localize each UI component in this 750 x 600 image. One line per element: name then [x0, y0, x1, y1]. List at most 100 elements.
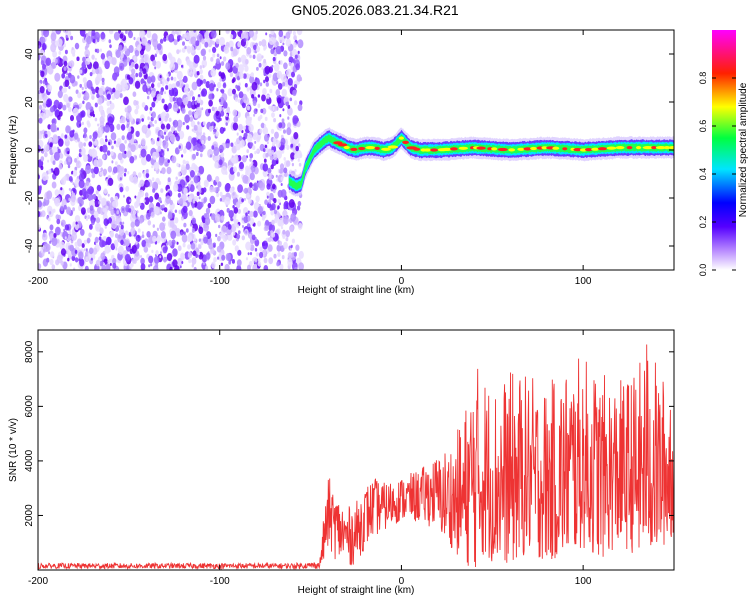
x-tick-label: -200: [28, 576, 48, 587]
heatmap-cell: [85, 256, 89, 262]
heatmap-cell: [264, 134, 270, 142]
heatmap-cell: [102, 208, 106, 213]
heatmap-cell: [221, 61, 225, 66]
heatmap-cell: [93, 166, 99, 175]
heatmap-cell: [111, 160, 114, 164]
heatmap-cell: [249, 158, 252, 162]
heatmap-cell: [177, 245, 182, 252]
heatmap-cell: [178, 209, 182, 215]
heatmap-cell: [252, 100, 257, 107]
heatmap-cell: [252, 145, 256, 151]
heatmap-cell: [56, 127, 60, 131]
heatmap-cell: [156, 43, 162, 51]
heatmap-cell: [43, 144, 50, 153]
heatmap-cell: [261, 67, 264, 71]
heatmap-cell: [231, 155, 234, 159]
heatmap-cell: [195, 253, 199, 258]
heatmap-cell: [147, 242, 151, 248]
heatmap-cell: [182, 97, 189, 106]
heatmap-cell: [281, 88, 287, 97]
heatmap-cell: [86, 207, 91, 214]
heatmap-cell: [243, 197, 246, 201]
heatmap-cell: [139, 30, 145, 39]
heatmap-cell: [172, 248, 178, 257]
heatmap-cell: [131, 121, 134, 125]
heatmap-cell: [169, 266, 173, 270]
heatmap-cell: [200, 240, 204, 246]
heatmap-cell: [253, 210, 258, 218]
heatmap-cell: [283, 215, 289, 225]
heatmap-cell: [137, 172, 142, 178]
heatmap-cell: [255, 108, 258, 112]
heatmap-cell: [141, 231, 144, 235]
heatmap-cell: [106, 150, 111, 156]
heatmap-cell: [93, 140, 98, 146]
heatmap-cell: [158, 197, 162, 202]
heatmap-cell: [212, 40, 215, 45]
heatmap-cell: [179, 265, 182, 269]
ridge-peak: [402, 140, 409, 144]
heatmap-cell: [265, 152, 269, 158]
heatmap-cell: [51, 237, 58, 247]
heatmap-cell: [103, 218, 109, 227]
heatmap-cell: [261, 55, 264, 59]
heatmap-cell: [262, 210, 266, 216]
heatmap-cell: [267, 167, 272, 174]
heatmap-cell: [40, 70, 45, 78]
heatmap-cell: [215, 233, 218, 238]
heatmap-cell: [79, 123, 82, 127]
heatmap-cell: [112, 72, 118, 81]
heatmap-cell: [208, 126, 213, 132]
heatmap-cell: [234, 141, 237, 146]
heatmap-cell: [175, 134, 180, 142]
heatmap-cell: [263, 79, 266, 84]
heatmap-cell: [262, 163, 269, 172]
heatmap-cell: [76, 156, 80, 160]
heatmap-cell: [146, 231, 151, 238]
heatmap-cell: [99, 48, 102, 52]
heatmap-cell: [187, 244, 191, 250]
heatmap-cell: [181, 217, 184, 221]
ridge-peak: [458, 146, 468, 150]
heatmap-cell: [111, 145, 114, 150]
heatmap-cell: [262, 169, 268, 178]
heatmap-cell: [91, 95, 95, 100]
heatmap-cell: [71, 232, 77, 241]
heatmap-cell: [235, 201, 241, 209]
heatmap-cell: [182, 242, 186, 248]
heatmap-cell: [63, 60, 68, 67]
ridge-peak: [663, 146, 671, 150]
heatmap-cell: [228, 260, 232, 265]
heatmap-cell: [232, 122, 239, 131]
heatmap-cell: [208, 99, 213, 107]
heatmap-cell: [244, 65, 249, 72]
heatmap-cell: [226, 106, 231, 113]
heatmap-cell: [273, 189, 276, 194]
heatmap-cell: [201, 38, 206, 45]
heatmap-cell: [184, 45, 187, 50]
ridge-peak: [365, 146, 376, 150]
ridge-peak: [430, 148, 439, 152]
heatmap-cell: [77, 75, 80, 79]
heatmap-cell: [220, 152, 225, 158]
heatmap-cell: [177, 192, 181, 198]
heatmap-cell: [68, 96, 73, 102]
heatmap-cell: [41, 172, 48, 181]
ridge-peak: [573, 148, 582, 152]
heatmap-cell: [272, 105, 277, 112]
heatmap-cell: [48, 169, 52, 175]
ridge-peak: [508, 148, 516, 152]
heatmap-cell: [160, 188, 164, 193]
heatmap-cell: [192, 96, 195, 101]
colorbar-tick-label: 0.0: [698, 264, 708, 277]
heatmap-cell: [170, 230, 177, 240]
heatmap-cell: [249, 153, 254, 159]
heatmap-cell: [236, 233, 241, 240]
heatmap-cell: [292, 89, 297, 97]
heatmap-cell: [108, 141, 111, 146]
colorbar-ticks: 0.0 0.2 0.4 0.6 0.8: [698, 72, 736, 277]
heatmap-cell: [83, 154, 89, 163]
heatmap-cell: [199, 68, 203, 75]
heatmap-cell: [42, 43, 47, 51]
heatmap-cell: [55, 30, 62, 35]
